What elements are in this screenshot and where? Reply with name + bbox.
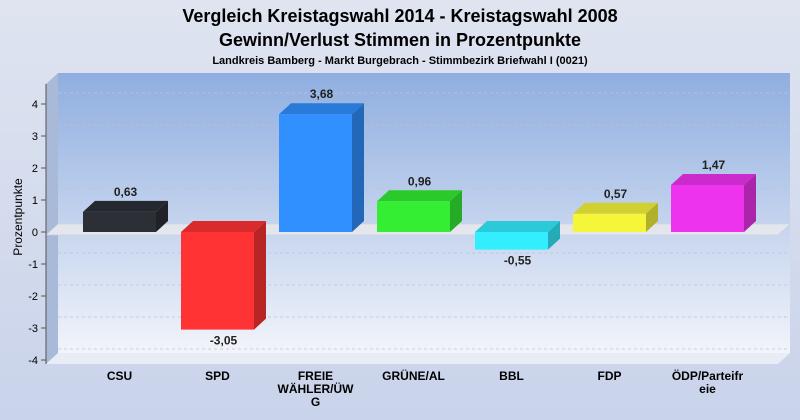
- x-tick-label: CSU: [107, 369, 132, 383]
- bar-front: [377, 201, 450, 232]
- y-tick-label: 0: [32, 227, 38, 239]
- plot-side-wall: [46, 73, 58, 364]
- bar-side: [352, 103, 364, 233]
- bar-top: [83, 200, 168, 212]
- x-tick-label: ÖDP/Parteifr: [672, 368, 744, 383]
- y-tick-label: -4: [28, 355, 38, 367]
- bars-group: 0,63 -3,05 3,68 0,96 -0,55 0,57 1,47: [83, 87, 756, 348]
- bar-front: [181, 232, 254, 330]
- chart-title-line2: Gewinn/Verlust Stimmen in Prozentpunkte: [219, 30, 581, 50]
- data-label: -3,05: [210, 334, 238, 348]
- x-tick-label: GRÜNE/AL: [382, 368, 445, 383]
- data-label: 0,57: [604, 187, 628, 201]
- y-axis-label: Prozentpunkte: [11, 178, 25, 256]
- grid-lines: [58, 92, 790, 350]
- x-tick-label: WÄHLER/ÜW: [278, 381, 355, 396]
- data-label: 0,63: [114, 185, 138, 199]
- y-tick-label: 3: [32, 131, 38, 143]
- bar-side: [646, 202, 658, 232]
- bar: -3,05: [181, 221, 266, 348]
- bar: -0,55: [475, 221, 560, 268]
- bar-top: [279, 103, 364, 115]
- data-label: 3,68: [310, 87, 334, 101]
- x-tick-label: BBL: [499, 369, 524, 383]
- bar-front: [279, 114, 352, 232]
- x-tick-label: eie: [699, 382, 716, 396]
- bar-front: [83, 211, 156, 232]
- chart-subtitle: Landkreis Bamberg - Markt Burgebrach - S…: [212, 55, 588, 67]
- bar-side: [450, 190, 462, 232]
- bar-side: [744, 173, 756, 232]
- data-label: -0,55: [504, 254, 532, 268]
- x-tick-label: FDP: [598, 369, 622, 383]
- bar-top: [475, 221, 560, 232]
- bar-front: [475, 232, 548, 250]
- bar-top: [181, 221, 266, 232]
- x-tick-label: FREIE: [298, 369, 333, 383]
- bar-side: [156, 200, 168, 232]
- bar-top: [377, 190, 462, 202]
- y-tick-label: 4: [32, 99, 38, 111]
- chart-title-line1: Vergleich Kreistagswahl 2014 - Kreistags…: [182, 6, 617, 26]
- y-tick-label: -3: [28, 323, 38, 335]
- data-label: 1,47: [702, 158, 726, 172]
- bar-top: [671, 173, 756, 185]
- x-tick-label: SPD: [205, 369, 230, 383]
- bar: 0,57: [573, 187, 658, 232]
- data-label: 0,96: [408, 174, 432, 188]
- bar-top: [573, 202, 658, 214]
- plot-floor: [46, 353, 790, 364]
- y-tick-label: -1: [28, 259, 38, 271]
- y-tick-label: 2: [32, 163, 38, 175]
- y-tick-label: 1: [32, 195, 38, 207]
- y-axis-ticks: 4 3 2 1 0 -1 -2 -3 -4: [28, 99, 46, 367]
- bar: 3,68: [279, 87, 364, 233]
- bar-side: [548, 221, 560, 250]
- bar: 0,96: [377, 174, 462, 232]
- bar-front: [671, 184, 744, 232]
- bar: 0,63: [83, 185, 168, 232]
- bar-front: [573, 213, 646, 232]
- y-tick-label: -2: [28, 291, 38, 303]
- bar-side: [254, 221, 266, 330]
- x-tick-label: G: [311, 395, 320, 409]
- bar: 1,47: [671, 158, 756, 232]
